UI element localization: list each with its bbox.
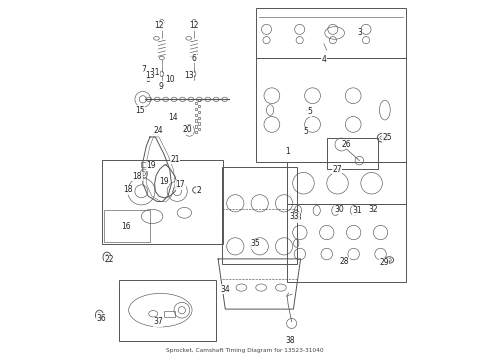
Text: 36: 36 — [97, 314, 106, 323]
Text: 27: 27 — [332, 165, 342, 174]
Bar — [164, 311, 175, 318]
Bar — [197, 111, 200, 113]
Bar — [119, 280, 216, 341]
Text: 25: 25 — [382, 133, 392, 142]
Text: 22: 22 — [105, 255, 114, 264]
Bar — [104, 210, 150, 242]
Text: 6: 6 — [192, 54, 196, 63]
Bar — [195, 131, 197, 134]
Text: 33: 33 — [290, 212, 299, 221]
Text: 15: 15 — [135, 105, 145, 114]
Bar — [256, 8, 406, 58]
Text: 18: 18 — [123, 185, 133, 194]
Bar — [195, 125, 197, 127]
Text: 17: 17 — [175, 180, 185, 189]
Bar — [195, 120, 197, 122]
Bar — [102, 160, 223, 244]
Bar — [287, 162, 406, 204]
Bar — [195, 102, 197, 104]
Bar — [197, 99, 200, 101]
Text: 13: 13 — [145, 71, 154, 80]
Text: 1: 1 — [286, 147, 291, 156]
Text: 19: 19 — [159, 176, 169, 185]
Text: 28: 28 — [340, 257, 349, 266]
Bar — [197, 128, 200, 130]
Text: 20: 20 — [183, 125, 193, 134]
Text: 18: 18 — [133, 172, 142, 181]
Text: 16: 16 — [121, 222, 131, 231]
Text: 7: 7 — [142, 65, 147, 74]
Text: 5: 5 — [307, 107, 312, 116]
Bar — [327, 138, 378, 169]
Text: 26: 26 — [342, 140, 351, 149]
Bar — [195, 114, 197, 116]
Bar — [197, 122, 200, 125]
Text: 29: 29 — [379, 258, 389, 267]
Text: 2: 2 — [196, 186, 201, 195]
Text: 3: 3 — [357, 28, 362, 37]
Text: 34: 34 — [220, 285, 230, 294]
Text: 4: 4 — [321, 55, 326, 64]
Bar — [141, 162, 147, 167]
Text: 32: 32 — [368, 205, 378, 214]
Text: 5: 5 — [303, 127, 308, 136]
Bar — [195, 108, 197, 110]
Text: 10: 10 — [166, 75, 175, 84]
Text: 35: 35 — [251, 239, 261, 248]
Bar — [287, 204, 406, 282]
Text: 8: 8 — [145, 75, 150, 84]
Text: 13: 13 — [184, 71, 194, 80]
Text: 37: 37 — [153, 317, 163, 326]
Text: 12: 12 — [189, 21, 199, 30]
Bar — [197, 105, 200, 107]
Text: 19: 19 — [146, 161, 156, 170]
Text: 31: 31 — [352, 206, 362, 215]
Text: 12: 12 — [154, 21, 164, 30]
Text: 38: 38 — [285, 336, 294, 345]
Text: 14: 14 — [168, 113, 177, 122]
Text: 21: 21 — [171, 155, 180, 164]
Text: 9: 9 — [158, 82, 163, 91]
Bar — [221, 167, 297, 264]
Text: 24: 24 — [153, 126, 163, 135]
Text: 30: 30 — [334, 205, 344, 214]
Text: Sprocket, Camshaft Timing Diagram for 13523-31040: Sprocket, Camshaft Timing Diagram for 13… — [166, 348, 324, 353]
Bar — [197, 117, 200, 119]
Text: 23: 23 — [293, 213, 302, 222]
Text: 11: 11 — [150, 68, 159, 77]
Bar — [256, 58, 406, 162]
